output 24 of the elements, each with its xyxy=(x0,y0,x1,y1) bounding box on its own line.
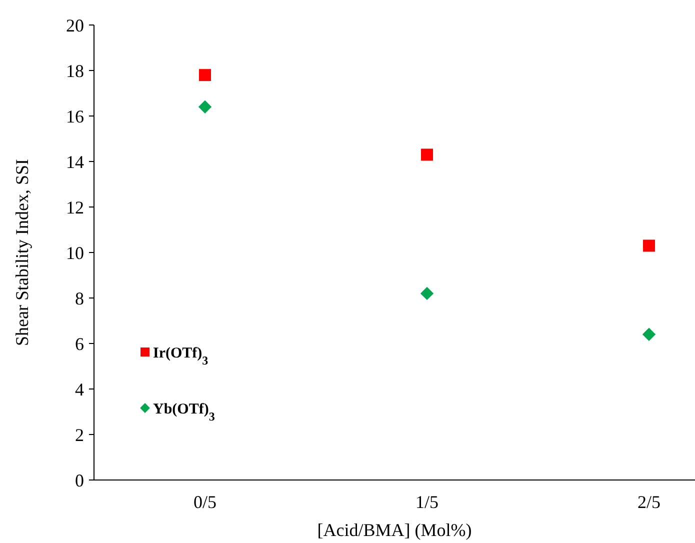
y-tick-label: 12 xyxy=(66,197,84,218)
x-tick-label: 0/5 xyxy=(193,492,217,512)
legend-label: Yb(OTf)$_{3}$ xyxy=(153,401,215,424)
y-tick-label: 6 xyxy=(75,334,84,354)
y-tick-label: 20 xyxy=(66,15,84,36)
legend-label: Ir(OTf)$_{3}$ xyxy=(153,345,208,368)
y-tick-label: 16 xyxy=(66,106,84,126)
y-tick-label: 0 xyxy=(75,470,84,490)
point xyxy=(642,328,656,341)
y-tick-label: 8 xyxy=(75,288,84,308)
point xyxy=(198,100,212,114)
y-tick-label: 10 xyxy=(66,242,84,263)
x-tick-label: 2/5 xyxy=(637,492,661,512)
point xyxy=(421,148,433,161)
y-tick-label: 4 xyxy=(75,379,84,400)
point xyxy=(643,240,655,252)
y-tick-label: 2 xyxy=(75,424,84,445)
x-axis-title: [Acid/BMA] (Mol%) xyxy=(317,520,472,540)
point xyxy=(199,69,211,82)
y-axis-title: Shear Stability Index, SSI xyxy=(12,159,32,346)
x-tick-label: 1/5 xyxy=(415,492,439,512)
y-tick-label: 14 xyxy=(66,152,84,172)
y-tick-label: 18 xyxy=(66,60,84,81)
point xyxy=(420,286,434,300)
